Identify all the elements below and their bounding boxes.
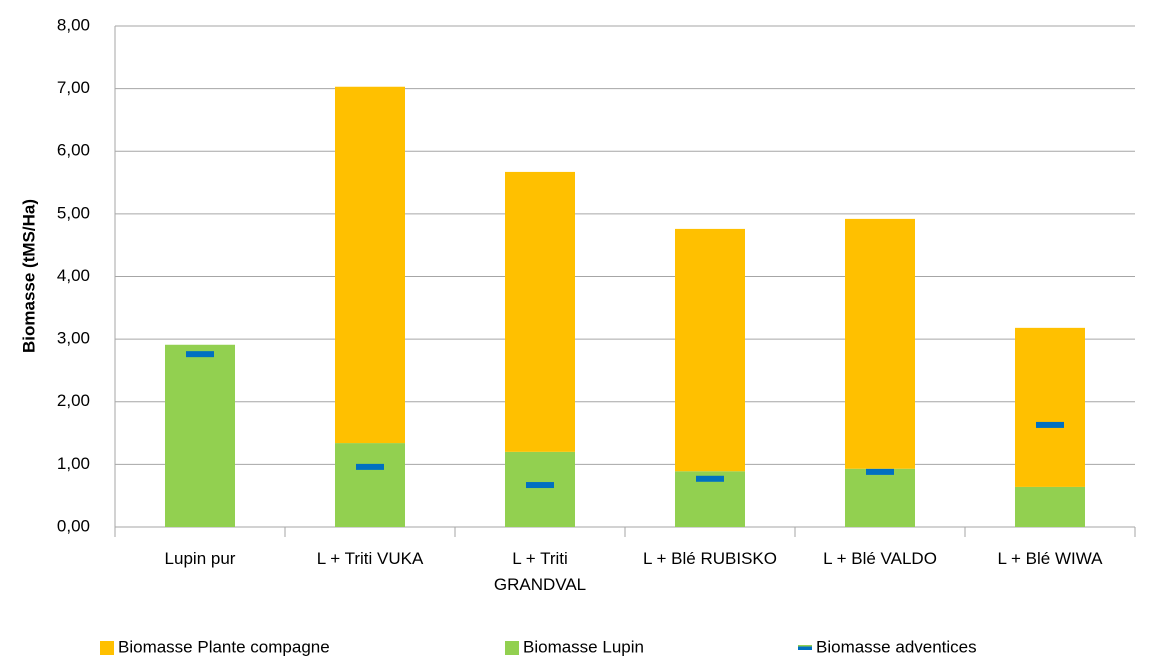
legend-swatch xyxy=(798,646,812,650)
bar-segment xyxy=(335,443,405,527)
marker xyxy=(356,463,384,470)
legend-label: Biomasse Plante compagne xyxy=(118,637,330,656)
x-tick-label: L + Triti GRANDVAL xyxy=(493,549,587,594)
legend-swatch-edge xyxy=(798,645,812,647)
legend-swatch xyxy=(100,641,114,655)
y-tick-label: 8,00 xyxy=(57,15,90,34)
y-tick-label: 1,00 xyxy=(57,454,90,473)
bar-segment xyxy=(165,344,235,527)
marker xyxy=(186,351,214,358)
x-tick-label: L + Blé WIWA xyxy=(997,549,1103,568)
x-tick-label: L + Blé RUBISKO xyxy=(642,549,777,568)
bar-segment xyxy=(1015,327,1085,487)
bar-segment xyxy=(505,451,575,527)
legend-swatch xyxy=(505,641,519,655)
x-tick-label: L + Blé VALDO xyxy=(823,549,937,568)
bar-segment xyxy=(1015,486,1085,527)
bar-segment xyxy=(675,228,745,472)
marker xyxy=(526,482,554,489)
y-tick-label: 5,00 xyxy=(57,203,90,222)
legend-label: Biomasse adventices xyxy=(816,637,977,656)
y-tick-label: 3,00 xyxy=(57,329,90,348)
bar-segment xyxy=(845,468,915,527)
legend-label: Biomasse Lupin xyxy=(523,637,644,656)
y-tick-label: 2,00 xyxy=(57,391,90,410)
y-tick-label: 6,00 xyxy=(57,141,90,160)
x-tick-label: L + Triti VUKA xyxy=(316,549,424,568)
y-tick-label: 0,00 xyxy=(57,516,90,535)
marker xyxy=(866,468,894,475)
marker xyxy=(696,475,724,482)
bar-segment xyxy=(505,171,575,452)
y-tick-label: 4,00 xyxy=(57,266,90,285)
bar-segment xyxy=(845,218,915,469)
y-tick-label: 7,00 xyxy=(57,78,90,97)
bar-segment xyxy=(335,86,405,444)
y-axis-label: Biomasse (tMS/Ha) xyxy=(19,199,38,353)
x-tick-label: Lupin pur xyxy=(164,549,236,568)
marker xyxy=(1036,421,1064,428)
